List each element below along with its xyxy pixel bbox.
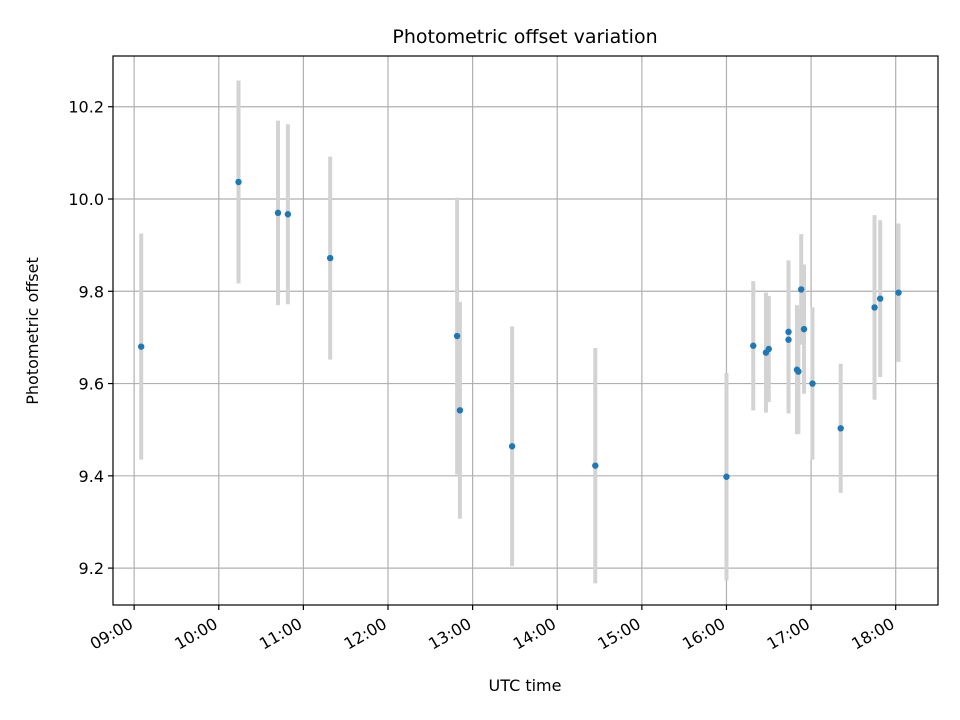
y-axis-label: Photometric offset <box>23 257 42 405</box>
y-tick-label: 9.2 <box>79 559 104 578</box>
data-point <box>765 345 772 353</box>
data-point <box>274 209 282 217</box>
data-point <box>837 425 844 432</box>
data-point <box>723 473 730 480</box>
y-tick-label: 9.6 <box>79 375 104 394</box>
data-point <box>871 304 878 311</box>
data-point <box>876 295 884 302</box>
data-point <box>284 211 292 218</box>
y-tick-label: 9.8 <box>79 282 104 301</box>
y-tick-label: 9.4 <box>79 467 104 486</box>
data-point <box>785 328 792 336</box>
data-point <box>809 380 816 387</box>
data-point <box>592 462 599 469</box>
data-point <box>138 343 145 350</box>
chart-title: Photometric offset variation <box>392 26 657 48</box>
x-axis-label: UTC time <box>489 676 562 695</box>
data-point <box>800 325 808 333</box>
data-point <box>785 336 792 343</box>
data-point <box>326 254 334 262</box>
data-point <box>453 332 461 340</box>
data-point <box>750 342 757 349</box>
plot-frame <box>112 55 939 606</box>
data-points <box>138 178 902 480</box>
data-point <box>235 178 242 186</box>
data-point <box>456 407 464 414</box>
data-point <box>798 286 805 293</box>
data-point <box>795 368 802 375</box>
y-axis-ticks: 9.2 9.4 9.6 9.8 10.0 10.2 <box>68 98 113 578</box>
data-point <box>895 289 902 296</box>
y-tick-label: 10.2 <box>68 98 104 117</box>
y-tick-label: 10.0 <box>68 190 104 209</box>
data-point <box>508 443 516 450</box>
